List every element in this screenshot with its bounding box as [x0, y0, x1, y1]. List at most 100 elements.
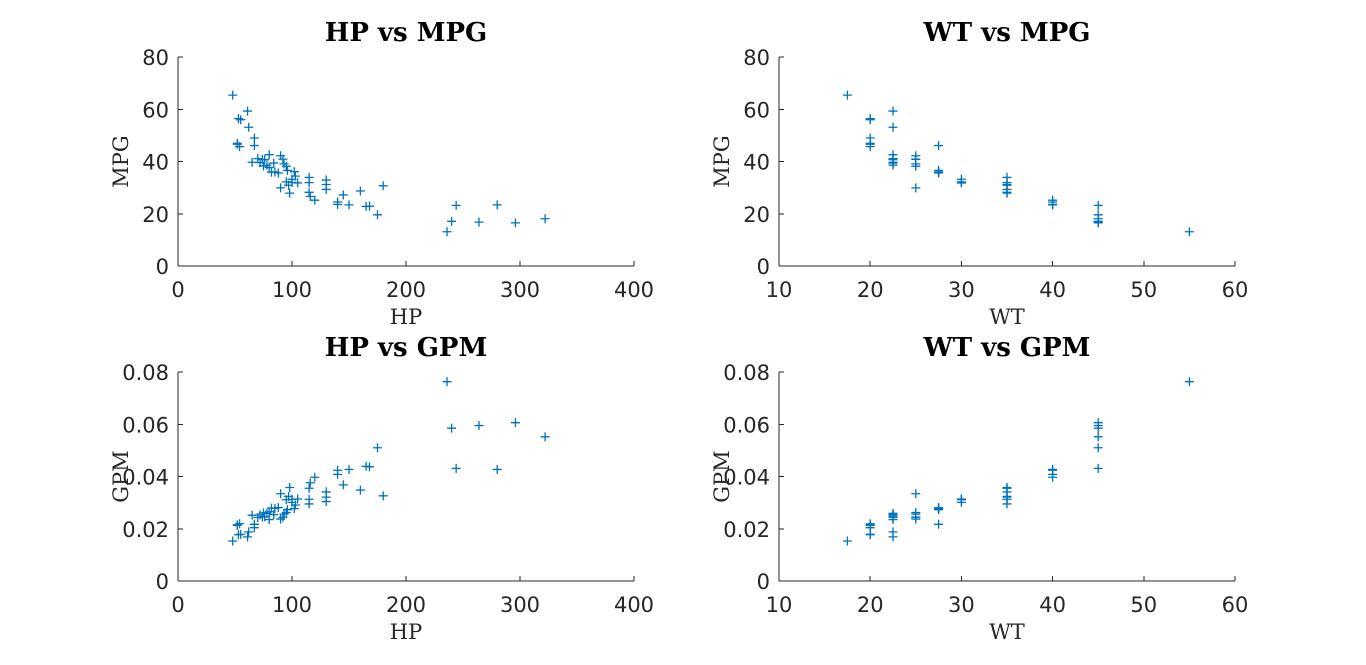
data-point: [276, 489, 286, 499]
data-point: [442, 227, 452, 237]
data-point: [934, 141, 944, 151]
data-point: [310, 472, 320, 482]
data-point: [333, 199, 343, 209]
data-point: [888, 106, 898, 116]
subplot-wt-gpm: 10 20 30 40 50 60 0 0.02 0.04 0.06 0.08 WT vs GPM WT…: [710, 333, 1248, 644]
data-point: [911, 512, 921, 522]
data-point: [911, 154, 921, 164]
data-point: [235, 519, 245, 529]
data-point: [304, 178, 314, 188]
x-tick-label: 0: [171, 593, 184, 617]
data-point: [285, 188, 295, 198]
data-point: [492, 200, 502, 210]
data-point: [378, 491, 388, 501]
x-axis-label: WT: [989, 620, 1025, 644]
data-point: [1093, 443, 1103, 453]
data-point: [865, 519, 875, 529]
data-point: [510, 418, 520, 428]
x-tick-label: 400: [614, 278, 654, 302]
subplot-hp-gpm: 0 100 200 300 400 0 0.02 0.04 0.06 0.08 HP vs GPM H…: [109, 333, 654, 644]
subplot-hp-mpg: 0 100 200 300 400 0 20 40 60 80 HP vs MPG HP MPG: [109, 18, 654, 329]
y-tick-label: 0.08: [723, 361, 770, 385]
data-point: [442, 377, 452, 387]
data-point: [956, 177, 966, 187]
data-point: [888, 158, 898, 168]
data-point: [233, 114, 243, 124]
x-axis-label: HP: [390, 620, 422, 644]
data-point: [282, 165, 292, 175]
data-point: [249, 141, 259, 151]
data-point: [373, 443, 382, 453]
data-point: [344, 200, 354, 210]
data-point: [304, 494, 314, 504]
x-tick-label: 100: [272, 593, 312, 617]
data-point: [228, 536, 238, 546]
data-point: [264, 163, 274, 173]
data-point: [243, 532, 253, 542]
data-point: [281, 161, 291, 171]
data-point: [247, 157, 257, 167]
chart-title: HP vs MPG: [325, 18, 488, 48]
data-point: [540, 432, 550, 442]
x-tick-label: 10: [766, 593, 793, 617]
data-point: [289, 167, 299, 177]
data-point: [321, 487, 331, 497]
data-point: [911, 489, 921, 499]
data-point: [365, 201, 375, 211]
data-point: [305, 478, 315, 488]
y-tick-label: 0.02: [122, 518, 169, 542]
y-tick-label: 0.04: [723, 466, 770, 490]
y-tick-label: 0: [156, 255, 169, 279]
data-point: [247, 510, 257, 520]
data-point: [278, 154, 288, 164]
data-point: [228, 90, 238, 100]
data-point: [842, 90, 852, 100]
data-point: [1048, 200, 1058, 210]
data-point: [1048, 464, 1058, 474]
data-point: [269, 158, 279, 168]
x-tick-label: 400: [614, 593, 654, 617]
data-point: [264, 515, 274, 525]
data-point: [276, 183, 286, 193]
data-point: [249, 133, 259, 143]
y-tick-label: 20: [142, 203, 169, 227]
data-point: [290, 500, 300, 510]
data-point: [934, 503, 944, 513]
y-tick-label: 60: [743, 98, 770, 122]
y-axis-label: MPG: [109, 135, 133, 187]
x-tick-label: 30: [948, 593, 975, 617]
data-point: [244, 122, 254, 132]
data-point: [273, 168, 283, 178]
data-point: [321, 497, 331, 507]
data-point: [956, 495, 966, 505]
data-point: [285, 482, 295, 492]
data-point: [289, 504, 299, 514]
data-point: [1184, 377, 1194, 387]
x-tick-label: 20: [857, 278, 884, 302]
y-tick-label: 60: [142, 98, 169, 122]
data-point: [293, 494, 303, 504]
data-point: [305, 192, 315, 202]
data-point: [365, 462, 375, 472]
data-point: [276, 514, 286, 524]
data-point: [338, 480, 348, 490]
data-point: [344, 464, 354, 474]
data-point: [447, 423, 457, 433]
data-point: [232, 520, 242, 530]
data-point: [1002, 482, 1012, 492]
y-tick-label: 0.06: [122, 413, 169, 437]
data-point: [451, 463, 461, 473]
x-axis-label: WT: [989, 305, 1025, 329]
data-point: [249, 523, 259, 533]
data-point: [260, 155, 270, 165]
data-point: [1093, 218, 1103, 228]
data-point: [1002, 179, 1012, 189]
data-point: [540, 214, 550, 224]
x-axis-label: HP: [390, 305, 422, 329]
y-tick-label: 20: [743, 203, 770, 227]
data-point: [232, 139, 242, 149]
data-point: [378, 181, 388, 191]
data-point: [253, 154, 263, 164]
y-tick-label: 80: [743, 46, 770, 70]
y-tick-label: 0: [757, 255, 770, 279]
